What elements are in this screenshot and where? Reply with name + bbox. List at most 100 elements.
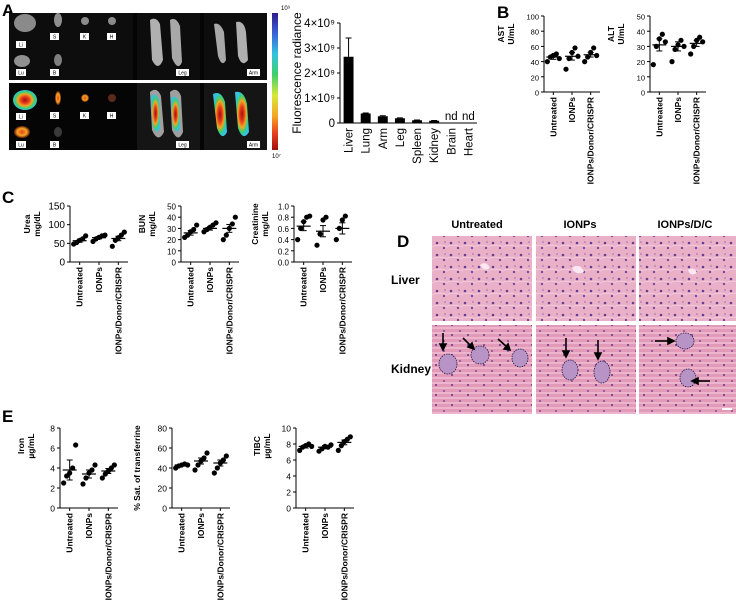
glomerulus-untreated-2: [470, 345, 490, 365]
scale-min-label: 10⁷: [272, 153, 281, 160]
x-tick-label-e-sat-ionps: IONPs: [196, 513, 206, 539]
point-c-bun-untreated: [191, 226, 197, 233]
label-h-bottom: H: [110, 114, 114, 120]
y-tick-label-e-tibc: 10: [282, 424, 292, 434]
y-tick-label-b-ast: 60: [531, 43, 539, 52]
point-c-bun-untreated: [185, 232, 191, 238]
y-tick-label-b-ast: 0: [535, 89, 539, 98]
y-tick-label-c-urea: 150: [48, 202, 65, 213]
x-tick-label-b-alt-ionps-donor-crispr: IONPs/Donor/CRISPR: [692, 97, 702, 184]
heart-organ-signal: [108, 94, 116, 102]
y-axis-label-e-sat: % Sat. of transferrine: [132, 425, 142, 511]
imaging-row-brightfield: Li Lu S B K H Leg Arm: [9, 13, 267, 80]
chart-creatinine: 0.0 0.2 0.4 0.6 0.8 1.0 Creatinine mg/dL Untreat…: [250, 203, 352, 354]
histology-header-ionps-dc: IONPs/D/C: [657, 219, 712, 231]
label-arm-bottom: Arm: [249, 143, 258, 149]
arm-1-signal: [213, 93, 227, 137]
point-e-sat-ionps-donor-crispr: [211, 470, 217, 476]
heart-organ-gray: [108, 17, 116, 25]
histology-liver-ionps: [536, 236, 636, 321]
chart-alt: 0 10 20 30 40 50 ALT U/mL Untreated IONPs IONPs/Do…: [606, 13, 706, 184]
y-tick-label-e-sat: 0: [162, 504, 167, 514]
x-tick-label-brain: Brain: [446, 128, 458, 155]
imaging-row-fluorescence: Li Lu S B K H Leg Arm: [9, 83, 267, 150]
bar-liver: [343, 56, 354, 123]
label-lu-bottom: Lu: [18, 143, 24, 149]
point-e-iron-untreated: [73, 442, 79, 448]
x-tick-label-kidney: Kidney: [429, 128, 441, 163]
label-leg-bottom: Leg: [178, 143, 187, 149]
arm-2-gray: [236, 21, 248, 64]
bar-leg: [394, 118, 405, 123]
y-tick-label-b-ast: 100: [526, 13, 539, 22]
leg-1-signal: [151, 94, 160, 132]
point-b-ast-untreated: [553, 51, 559, 57]
scale-max-label: 10⁹: [281, 5, 291, 12]
bar-kidney: [429, 120, 440, 123]
x-tick-label-e-sat-untreated: Untreated: [177, 513, 187, 553]
y-tick-label-e-tibc: 4: [286, 472, 291, 482]
y-tick-label-e-iron: 2: [50, 484, 55, 494]
y-tick-label-c-creatinine: 1.0: [278, 203, 290, 212]
annotation-heart: nd: [462, 111, 475, 123]
point-b-alt-ionps-donor-crispr: [697, 34, 703, 40]
point-c-urea-ionps-donor-crispr: [121, 229, 127, 235]
y-axis-label-a: Fluorescence radiance: [290, 12, 304, 134]
x-tick-label-b-ast-untreated: Untreated: [548, 97, 558, 137]
x-tick-label-c-bun-ionps: IONPs: [205, 267, 215, 293]
y-tick-label-e-tibc: 6: [286, 456, 291, 466]
point-e-iron-ionps: [92, 462, 98, 468]
y-tick-label-c-creatinine: 0.6: [278, 225, 290, 234]
radiance-color-scale: 10⁹ 10⁷: [272, 5, 291, 160]
point-b-ast-ionps-donor-crispr: [591, 45, 597, 51]
point-c-bun-ionps-donor-crispr: [223, 232, 229, 238]
point-e-sat-ionps: [192, 467, 198, 473]
label-s-bottom: S: [53, 114, 57, 120]
chart-tibc: 0 2 4 6 8 10 TIBC µg/mL Untreated IONPs IONPs/Dono…: [252, 424, 354, 600]
point-c-creatinine-ionps-donor-crispr: [333, 237, 339, 243]
point-e-iron-ionps: [80, 481, 86, 487]
point-e-iron-ionps-donor-crispr: [111, 462, 117, 468]
y-tick-label-a: 3×10⁹: [304, 43, 335, 55]
y-axis-unit-c-creatinine: mg/dL: [260, 211, 270, 237]
panel-label-c: C: [2, 188, 14, 207]
histology-header-ionps: IONPs: [563, 219, 596, 231]
point-c-creatinine-ionps: [314, 242, 320, 248]
lung-organ-signal: [14, 126, 30, 138]
x-tick-label-b-alt-ionps: IONPs: [673, 97, 683, 123]
point-b-alt-ionps-donor-crispr: [688, 51, 694, 57]
y-axis-unit-e-iron: µg/mL: [26, 433, 36, 458]
histology-kidney-ionps: [536, 325, 636, 414]
point-c-creatinine-ionps: [317, 231, 323, 237]
histology-liver-ionps-dc: [639, 236, 736, 321]
x-tick-label-b-ast-ionps: IONPs: [567, 97, 577, 123]
y-axis-label-e-iron: Iron: [16, 438, 26, 454]
y-tick-label-c-urea: 0: [59, 258, 65, 269]
brain-organ-gray: [54, 54, 62, 66]
y-tick-label-c-urea: 50: [54, 239, 66, 250]
y-tick-label-e-sat: 60: [158, 444, 168, 454]
point-b-alt-untreated: [659, 31, 665, 37]
y-tick-label-e-sat: 80: [158, 424, 168, 434]
y-tick-label-c-bun: 30: [167, 225, 176, 234]
leg-2-signal: [171, 96, 180, 132]
point-e-tibc-ionps: [328, 442, 334, 448]
point-c-creatinine-untreated: [298, 225, 304, 231]
y-tick-label-c-creatinine: 0.8: [278, 214, 290, 223]
y-axis-unit-c-urea: mg/dL: [32, 211, 42, 237]
point-e-sat-ionps-donor-crispr: [223, 453, 229, 459]
x-tick-label-e-sat-ionps-donor-crispr: IONPs/Donor/CRISPR: [215, 513, 225, 600]
leg-panel-bottom: [137, 83, 200, 150]
y-tick-label-e-sat: 20: [158, 484, 168, 494]
y-axis-label-e-tibc: TIBC: [252, 436, 262, 456]
arm-2-signal: [235, 91, 249, 137]
point-b-ast-ionps-donor-crispr: [594, 52, 600, 59]
point-b-ast-ionps: [572, 45, 578, 51]
y-tick-label-b-ast: 80: [531, 28, 539, 37]
x-tick-label-e-tibc-ionps: IONPs: [320, 513, 330, 539]
point-e-sat-ionps: [204, 450, 210, 456]
y-axis-unit-b-ast: U/mL: [506, 23, 516, 44]
histology-grid: Untreated IONPs IONPs/D/C Liver Kidney: [391, 219, 736, 414]
chart-bun: 0 10 20 30 40 50 BUN mg/dL Untreated IONPs IONPs/D…: [137, 203, 239, 354]
